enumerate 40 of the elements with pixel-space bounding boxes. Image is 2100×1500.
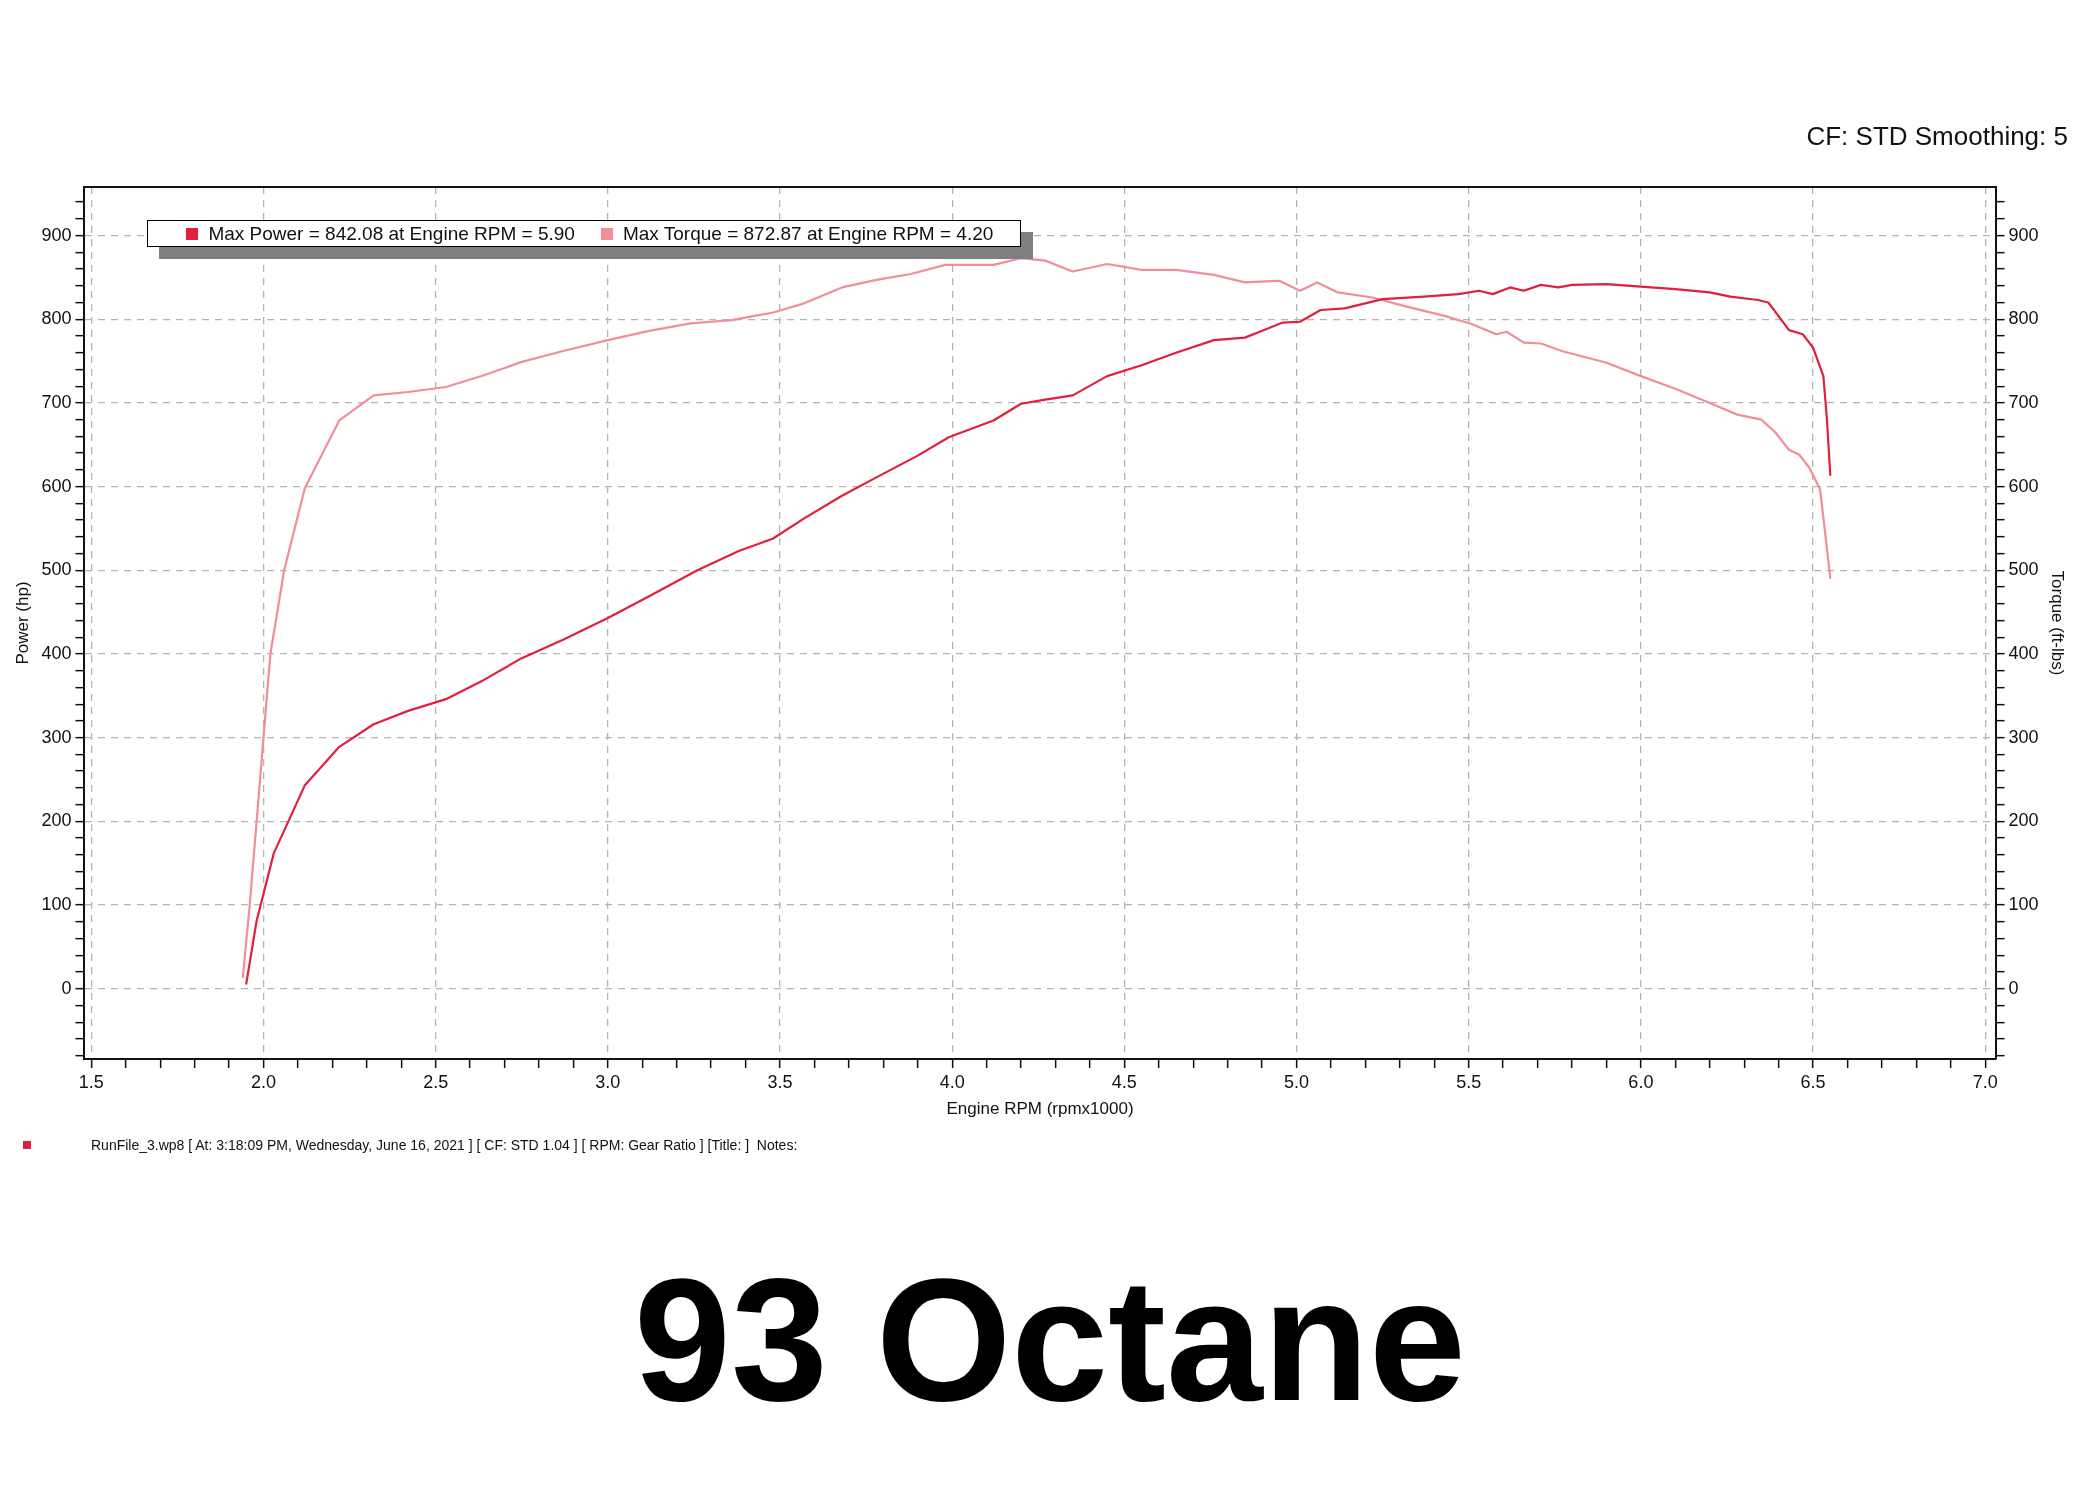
chart-subtitle: CF: STD Smoothing: 5 — [1806, 121, 2068, 151]
y-tick-label: 900 — [41, 224, 72, 245]
y2-tick-label: 500 — [2008, 559, 2039, 580]
x-tick-label: 3.0 — [595, 1071, 621, 1092]
x-tick-label: 5.0 — [1284, 1071, 1310, 1092]
y2-tick-label: 900 — [2008, 224, 2039, 245]
y-axis-title: Power (hp) — [12, 581, 32, 665]
y-tick-label: 400 — [41, 642, 72, 663]
x-tick-label: 3.5 — [767, 1071, 793, 1092]
y2-axis-title: Torque (ft-lbs) — [2048, 570, 2068, 676]
x-tick-label: 6.5 — [1800, 1071, 1826, 1092]
y2-tick-label: 300 — [2008, 726, 2039, 747]
y2-tick-label: 600 — [2008, 475, 2039, 496]
y-tick-label: 100 — [41, 893, 72, 914]
x-tick-label: 5.5 — [1456, 1071, 1482, 1092]
y-tick-label: 500 — [41, 559, 72, 580]
y2-tick-label: 0 — [2008, 977, 2019, 998]
x-tick-label: 4.0 — [939, 1071, 965, 1092]
x-tick-label: 6.0 — [1628, 1071, 1654, 1092]
y-tick-label: 300 — [41, 726, 72, 747]
y2-tick-label: 200 — [2008, 810, 2039, 831]
y2-tick-label: 700 — [2008, 391, 2039, 412]
y2-tick-label: 100 — [2008, 893, 2039, 914]
legend-label: Max Power = 842.08 at Engine RPM = 5.90 — [208, 223, 575, 244]
y-tick-label: 600 — [41, 475, 72, 496]
y2-tick-label: 400 — [2008, 642, 2039, 663]
x-tick-label: 4.5 — [1111, 1071, 1137, 1092]
y2-tick-label: 800 — [2008, 308, 2039, 329]
x-tick-label: 7.0 — [1972, 1071, 1998, 1092]
y-tick-label: 800 — [41, 308, 72, 329]
text: RunFile_3.wp8 [ At: 3:18:09 PM, Wednesday, June 16, 2021 ] [ CF: STD 1.04 ] [ RPM: Gear Ratio ] [Title: ] Notes: — [91, 1137, 798, 1153]
y-tick-label: 0 — [61, 977, 72, 998]
text: 93 Octane — [633, 1242, 1467, 1437]
y-tick-label: 200 — [41, 810, 72, 831]
x-tick-label: 2.5 — [423, 1071, 449, 1092]
y-tick-label: 700 — [41, 391, 72, 412]
x-tick-label: 1.5 — [78, 1071, 104, 1092]
x-tick-label: 2.0 — [250, 1071, 277, 1092]
legend-label: Max Torque = 872.87 at Engine RPM = 4.20 — [622, 223, 994, 244]
x-axis-title: Engine RPM (rpmx1000) — [946, 1099, 1134, 1119]
